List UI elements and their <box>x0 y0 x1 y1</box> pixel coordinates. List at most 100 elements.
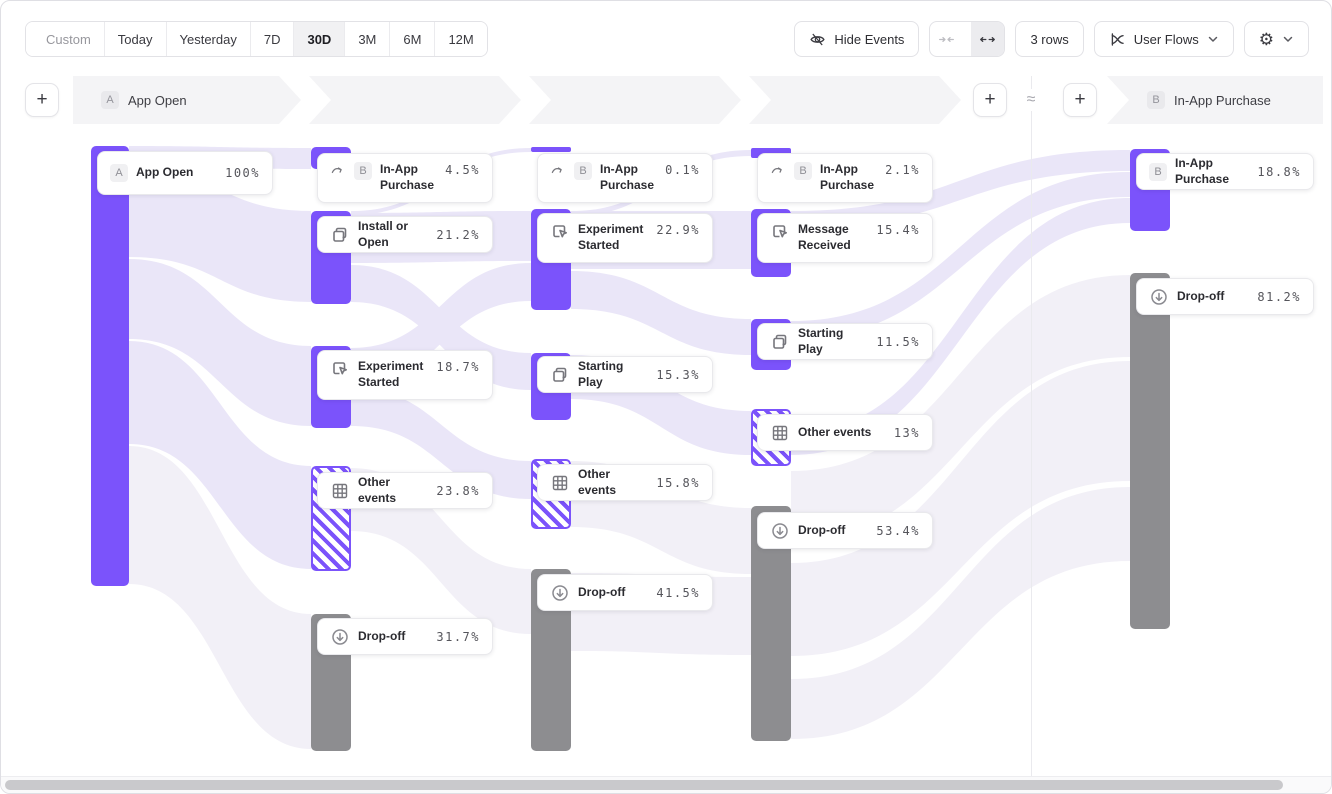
dropoff-icon <box>1149 287 1169 307</box>
flow-node-other-events[interactable]: Other events 15.8% <box>537 464 713 501</box>
event-badge: B <box>574 162 592 180</box>
click-icon <box>330 359 350 379</box>
node-value: 22.9% <box>656 223 700 237</box>
date-range-custom[interactable]: Custom <box>26 22 105 56</box>
horizontal-scrollbar-track <box>1 776 1331 793</box>
flow-node-drop-off[interactable]: Drop-off 53.4% <box>757 512 933 549</box>
horizontal-scrollbar-thumb[interactable] <box>5 780 1283 790</box>
flow-ribbon <box>129 259 311 426</box>
flow-ribbon <box>791 487 1130 739</box>
approx-symbol: ≈ <box>1023 89 1039 111</box>
arrows-outward-icon <box>980 36 996 42</box>
flow-bar-app-open[interactable] <box>91 146 129 586</box>
node-label: Experiment Started <box>578 222 644 252</box>
click-icon <box>550 222 570 242</box>
flow-bar-in-app-purchase[interactable] <box>531 147 571 152</box>
flow-node-experiment-started[interactable]: Experiment Started 18.7% <box>317 350 493 400</box>
copy-icon <box>550 365 570 385</box>
grid-icon <box>330 481 350 501</box>
spacing-toggle <box>929 21 1006 57</box>
date-range-30d[interactable]: 30D <box>294 22 346 56</box>
event-badge: B <box>794 162 812 180</box>
flow-node-in-app-purchase[interactable]: B In-App Purchase 0.1% <box>537 153 713 203</box>
date-range-12m[interactable]: 12M <box>435 22 487 56</box>
node-value: 31.7% <box>436 629 480 644</box>
dropoff-icon <box>550 583 570 603</box>
rows-label: 3 rows <box>1030 31 1069 47</box>
plus-icon: + <box>984 89 996 110</box>
flow-node-drop-off[interactable]: Drop-off 81.2% <box>1136 278 1314 315</box>
flow-arrow-icon <box>330 162 346 178</box>
event-badge: A <box>101 91 119 109</box>
flow-node-in-app-purchase[interactable]: B In-App Purchase 4.5% <box>317 153 493 203</box>
end-event-label: In-App Purchase <box>1174 92 1271 108</box>
node-label: Other events <box>358 474 397 505</box>
flow-node-experiment-started[interactable]: Experiment Started 22.9% <box>537 213 713 263</box>
step-band-segment-1[interactable]: A App Open <box>73 76 301 124</box>
view-label: User Flows <box>1133 31 1199 47</box>
flow-node-other-events[interactable]: Other events 23.8% <box>317 472 493 509</box>
expand-columns-button[interactable] <box>971 22 1005 56</box>
node-label: Starting Play <box>798 325 844 356</box>
event-badge: B <box>1147 91 1165 109</box>
flow-node-install-or-open[interactable]: Install or Open 21.2% <box>317 216 493 253</box>
node-value: 13% <box>893 425 920 440</box>
click-icon <box>770 222 790 242</box>
hide-events-label: Hide Events <box>834 31 905 47</box>
flow-arrow-icon <box>550 162 566 178</box>
arrows-inward-icon <box>939 36 955 42</box>
flow-node-in-app-purchase[interactable]: B In-App Purchase 18.8% <box>1136 153 1314 190</box>
hide-events-button[interactable]: Hide Events <box>794 21 920 57</box>
date-range-label: 30D <box>307 31 332 47</box>
flow-node-starting-play[interactable]: Starting Play 15.3% <box>537 356 713 393</box>
step-band-segment-2[interactable] <box>309 76 521 124</box>
node-value: 23.8% <box>436 483 480 498</box>
date-range-today[interactable]: Today <box>104 22 167 56</box>
flow-ribbon <box>129 168 311 302</box>
node-value: 11.5% <box>876 334 920 349</box>
flow-node-other-events[interactable]: Other events 13% <box>757 414 933 451</box>
step-band-segment-3[interactable] <box>529 76 741 124</box>
view-selector[interactable]: User Flows <box>1093 21 1234 57</box>
settings-button[interactable]: ⚙ <box>1243 21 1309 57</box>
end-band-segment[interactable]: B In-App Purchase <box>1107 76 1323 124</box>
dropoff-icon <box>770 521 790 541</box>
end-event-band: B In-App Purchase <box>1107 76 1323 124</box>
event-badge: B <box>1149 162 1167 181</box>
node-value: 41.5% <box>656 585 700 600</box>
collapse-columns-button[interactable] <box>930 22 963 56</box>
start-event-label: App Open <box>128 92 187 108</box>
add-step-left-button[interactable]: + <box>25 83 59 117</box>
flow-ribbon <box>129 446 311 749</box>
add-step-end-button[interactable]: + <box>1063 83 1097 117</box>
flow-node-message-received[interactable]: Message Received 15.4% <box>757 213 933 263</box>
date-range-6m[interactable]: 6M <box>390 22 436 56</box>
date-range-label: 6M <box>403 31 422 47</box>
flow-bar-drop-off[interactable] <box>1130 273 1170 629</box>
flow-node-starting-play[interactable]: Starting Play 11.5% <box>757 323 933 360</box>
rows-button[interactable]: 3 rows <box>1015 21 1084 57</box>
node-label: Drop-off <box>358 628 406 643</box>
flow-node-app-open[interactable]: A App Open 100% <box>97 151 273 195</box>
date-range-3m[interactable]: 3M <box>345 22 391 56</box>
node-label: In-App Purchase <box>380 162 435 192</box>
date-range-yesterday[interactable]: Yesterday <box>166 22 251 56</box>
grid-icon <box>550 473 570 493</box>
flow-ribbon <box>129 341 311 569</box>
chevron-down-icon <box>1208 36 1217 42</box>
flow-node-in-app-purchase[interactable]: B In-App Purchase 2.1% <box>757 153 933 203</box>
add-step-before-end-button[interactable]: + <box>973 83 1007 117</box>
node-label: In-App Purchase <box>820 162 875 192</box>
date-range-label: Today <box>117 31 153 47</box>
date-range-control: Custom Today Yesterday 7D 30D 3M 6M 12M <box>25 21 488 57</box>
node-label: Drop-off <box>798 522 846 537</box>
flow-arrow-icon <box>770 162 786 178</box>
flow-node-drop-off[interactable]: Drop-off 41.5% <box>537 574 713 611</box>
flow-node-drop-off[interactable]: Drop-off 31.7% <box>317 618 493 655</box>
date-range-7d[interactable]: 7D <box>250 22 295 56</box>
plus-icon: + <box>36 89 48 110</box>
flow-ribbon <box>351 468 531 634</box>
step-band-segment-4[interactable] <box>749 76 961 124</box>
node-value: 2.1% <box>885 163 920 177</box>
